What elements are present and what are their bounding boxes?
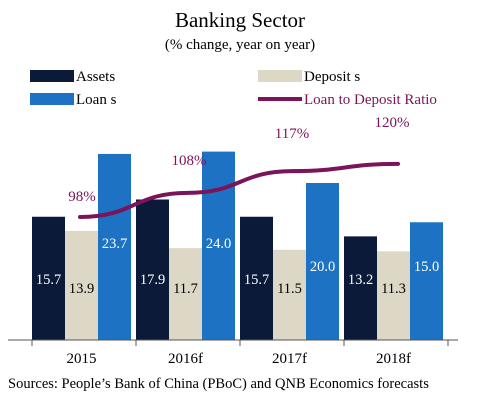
line-loan-to-deposit-ratio [78, 161, 400, 219]
legend-swatch-assets [30, 70, 74, 82]
legend-label-loan-to-deposit-ratio: Loan to Deposit Ratio [304, 92, 437, 108]
source-note: Sources: People’s Bank of China (PBoC) a… [8, 376, 429, 392]
data-label-loan-s-2016f: 24.0 [206, 236, 231, 252]
data-label-deposit-s-2015: 13.9 [69, 281, 94, 297]
x-tick-label-2018f: 2018f [376, 351, 411, 367]
bar-loan-s-2018f [410, 222, 443, 340]
x-tick-label-2017f: 2017f [272, 351, 307, 367]
data-label-loan-s-2018f: 15.0 [414, 259, 439, 275]
data-label-assets-2016f: 17.9 [140, 272, 165, 288]
bar-assets-2016f [136, 199, 169, 340]
legend-label-deposit-s: Deposit s [304, 69, 360, 85]
bar-loan-s-2016f [202, 151, 235, 340]
bar-assets-2017f [240, 216, 273, 340]
bar-deposit-s-2017f [273, 249, 306, 340]
ratio-label-2016f: 108% [172, 153, 207, 169]
bar-assets-2015 [32, 216, 65, 340]
x-tick-label-2016f: 2016f [168, 351, 203, 367]
bar-assets-2018f [344, 236, 377, 340]
ratio-label-2017f: 117% [275, 126, 309, 142]
legend-label-loan-s: Loan s [76, 92, 117, 108]
data-label-deposit-s-2016f: 11.7 [173, 281, 198, 297]
data-label-assets-2017f: 15.7 [244, 272, 269, 288]
bar-loan-s-2015 [98, 153, 131, 340]
x-tick-label-2015: 2015 [67, 351, 97, 367]
ratio-label-2015: 98% [68, 189, 96, 205]
data-label-deposit-s-2018f: 11.3 [381, 281, 406, 297]
data-label-loan-s-2015: 23.7 [102, 236, 127, 252]
legend-swatch-deposit-s [258, 70, 302, 82]
bar-deposit-s-2016f [169, 248, 202, 340]
data-label-deposit-s-2017f: 11.5 [277, 281, 302, 297]
data-label-assets-2018f: 13.2 [348, 272, 373, 288]
chart-title: Banking Sector [174, 8, 306, 32]
data-label-assets-2015: 15.7 [36, 272, 61, 288]
bar-deposit-s-2018f [377, 251, 410, 340]
bar-deposit-s-2015 [65, 230, 98, 340]
data-label-loan-s-2017f: 20.0 [310, 259, 335, 275]
chart-subtitle: (% change, year on year) [164, 37, 316, 53]
legend-label-assets: Assets [76, 69, 115, 85]
legend-swatch-loan-s [30, 93, 74, 105]
bar-loan-s-2017f [306, 183, 339, 340]
ratio-label-2018f: 120% [375, 115, 410, 131]
